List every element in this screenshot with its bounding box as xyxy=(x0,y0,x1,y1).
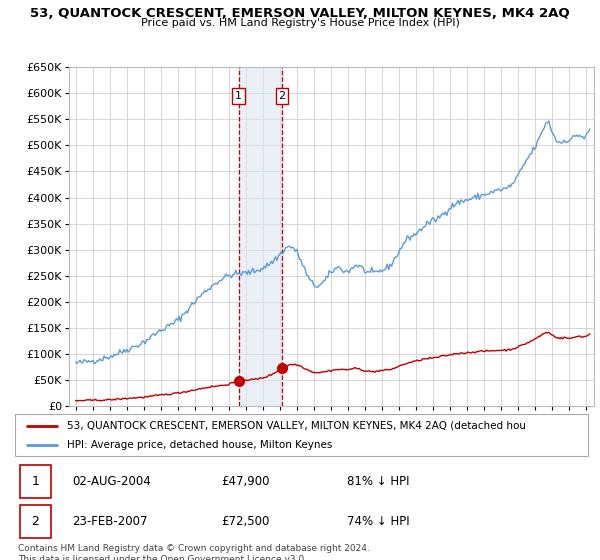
Text: 81% ↓ HPI: 81% ↓ HPI xyxy=(347,475,410,488)
Text: 1: 1 xyxy=(31,475,39,488)
Text: HPI: Average price, detached house, Milton Keynes: HPI: Average price, detached house, Milt… xyxy=(67,440,332,450)
Text: 02-AUG-2004: 02-AUG-2004 xyxy=(73,475,151,488)
Text: 1: 1 xyxy=(235,91,242,101)
Text: £72,500: £72,500 xyxy=(221,515,269,529)
Text: £47,900: £47,900 xyxy=(221,475,270,488)
Text: 74% ↓ HPI: 74% ↓ HPI xyxy=(347,515,410,529)
Text: 23-FEB-2007: 23-FEB-2007 xyxy=(73,515,148,529)
Text: Contains HM Land Registry data © Crown copyright and database right 2024.
This d: Contains HM Land Registry data © Crown c… xyxy=(18,544,370,560)
Text: 53, QUANTOCK CRESCENT, EMERSON VALLEY, MILTON KEYNES, MK4 2AQ (detached hou: 53, QUANTOCK CRESCENT, EMERSON VALLEY, M… xyxy=(67,421,526,431)
Text: Price paid vs. HM Land Registry's House Price Index (HPI): Price paid vs. HM Land Registry's House … xyxy=(140,18,460,28)
Bar xyxy=(239,67,282,406)
Bar xyxy=(20,465,51,498)
Text: 53, QUANTOCK CRESCENT, EMERSON VALLEY, MILTON KEYNES, MK4 2AQ: 53, QUANTOCK CRESCENT, EMERSON VALLEY, M… xyxy=(30,7,570,20)
Bar xyxy=(20,505,51,538)
Text: 2: 2 xyxy=(278,91,286,101)
Text: 2: 2 xyxy=(31,515,39,529)
